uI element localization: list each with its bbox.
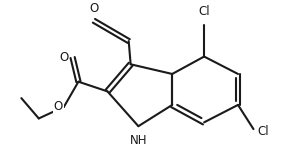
- Text: NH: NH: [130, 134, 147, 147]
- Text: O: O: [54, 100, 63, 113]
- Text: O: O: [60, 51, 69, 64]
- Text: Cl: Cl: [257, 125, 269, 138]
- Text: Cl: Cl: [198, 5, 210, 18]
- Text: O: O: [89, 2, 98, 15]
